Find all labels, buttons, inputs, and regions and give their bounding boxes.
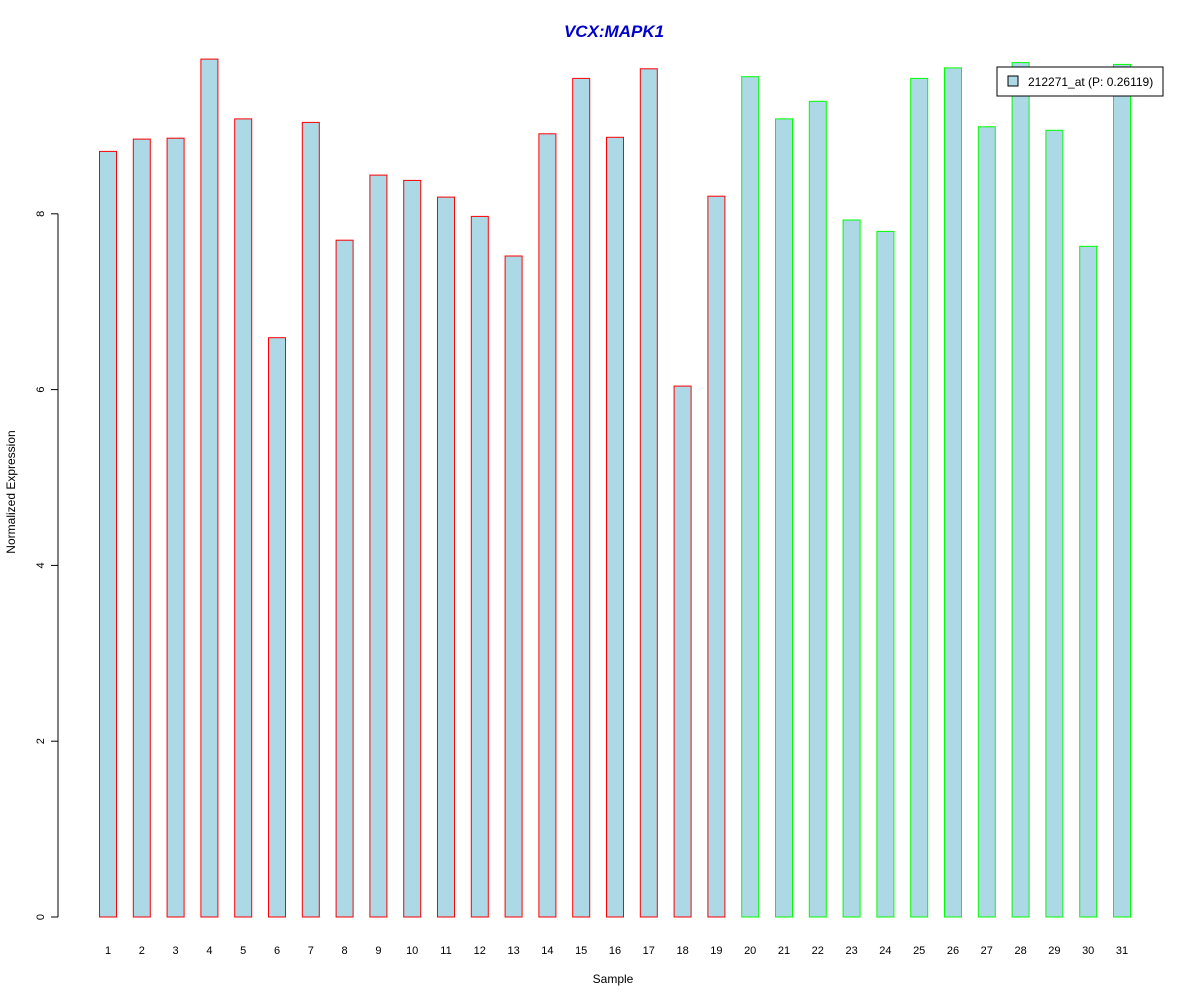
x-tick-label: 3 [173, 945, 179, 957]
bar-sample-16 [606, 136, 624, 918]
bar-sample-4 [200, 58, 219, 918]
x-tick-label: 11 [440, 945, 451, 957]
x-tick-label: 20 [744, 945, 756, 957]
x-tick-label: 21 [778, 945, 790, 957]
bar-sample-29 [1045, 129, 1064, 918]
x-tick-label: 13 [507, 945, 519, 957]
x-tick-label: 15 [575, 945, 587, 957]
x-tick-label: 12 [474, 945, 486, 957]
bar-sample-27 [977, 126, 996, 918]
y-tick-label: 2 [35, 738, 47, 744]
legend-label: 212271_at (P: 0.26119) [1028, 75, 1153, 89]
bar-sample-13 [504, 255, 523, 918]
bar-sample-3 [166, 137, 185, 918]
x-tick-label: 16 [609, 945, 621, 957]
legend-box [996, 66, 1164, 97]
x-tick-label: 6 [274, 945, 280, 957]
x-tick-label: 9 [375, 945, 381, 957]
bar-sample-11 [437, 196, 455, 918]
x-tick-label: 28 [1014, 945, 1026, 957]
bar-sample-12 [470, 215, 489, 918]
bar-sample-21 [775, 118, 793, 918]
bar-sample-9 [369, 174, 388, 918]
legend: 212271_at (P: 0.26119) [996, 66, 1164, 97]
x-tick-labels: 1 2 3 4 5 6 7 8 9 10 11 12 13 14 15 16 17 18 19 20 21 22 23 24 2… [105, 945, 1128, 957]
x-tick-label: 23 [845, 945, 857, 957]
x-tick-label: 27 [981, 945, 993, 957]
bar-sample-22 [808, 100, 827, 918]
bar-sample-6 [268, 337, 286, 918]
bar-sample-30 [1079, 245, 1098, 918]
x-axis-label: Sample [593, 972, 634, 986]
x-tick-label: 29 [1048, 945, 1060, 957]
x-tick-label: 2 [139, 945, 145, 957]
bar-sample-14 [538, 133, 557, 918]
x-tick-label: 4 [206, 945, 212, 957]
chart-title: VCX:MAPK1 [564, 22, 664, 41]
y-tick-label: 0 [35, 914, 47, 920]
bar-sample-5 [234, 118, 253, 918]
x-tick-label: 31 [1116, 945, 1128, 957]
x-tick-label: 17 [643, 945, 655, 957]
legend-swatch [1007, 75, 1019, 87]
bar-sample-1 [99, 150, 117, 918]
x-tick-label: 10 [406, 945, 418, 957]
bar-sample-10 [403, 179, 422, 918]
x-tick-label: 7 [308, 945, 314, 957]
x-tick-label: 18 [676, 945, 688, 957]
x-tick-label: 26 [947, 945, 959, 957]
x-tick-label: 5 [240, 945, 246, 957]
x-tick-label: 22 [812, 945, 824, 957]
bar-sample-24 [876, 230, 895, 918]
y-tick-label: 6 [35, 387, 47, 393]
bar-sample-18 [673, 385, 692, 918]
bar-sample-17 [639, 68, 658, 918]
y-tick-label: 8 [35, 211, 47, 217]
x-tick-label: 8 [342, 945, 348, 957]
bar-sample-7 [301, 121, 320, 918]
y-axis-label: Normalized Expression [4, 430, 18, 553]
bar-sample-8 [335, 239, 354, 918]
x-tick-label: 19 [710, 945, 722, 957]
bar-sample-25 [910, 77, 929, 918]
x-tick-label: 14 [541, 945, 553, 957]
bar-sample-23 [842, 219, 861, 918]
bar-sample-31 [1113, 63, 1131, 918]
y-axis: 0 2 4 6 8 [35, 211, 59, 920]
y-tick-label: 4 [35, 562, 47, 568]
bar-sample-2 [132, 138, 151, 918]
bar-sample-28 [1011, 62, 1030, 918]
bars-group [99, 58, 1131, 918]
bar-sample-15 [572, 77, 591, 918]
bar-sample-20 [741, 76, 760, 918]
x-tick-label: 24 [879, 945, 891, 957]
bar-sample-26 [944, 67, 962, 918]
bar-sample-19 [707, 195, 726, 918]
x-tick-label: 30 [1082, 945, 1094, 957]
x-tick-label: 25 [913, 945, 925, 957]
x-tick-label: 1 [105, 945, 111, 957]
